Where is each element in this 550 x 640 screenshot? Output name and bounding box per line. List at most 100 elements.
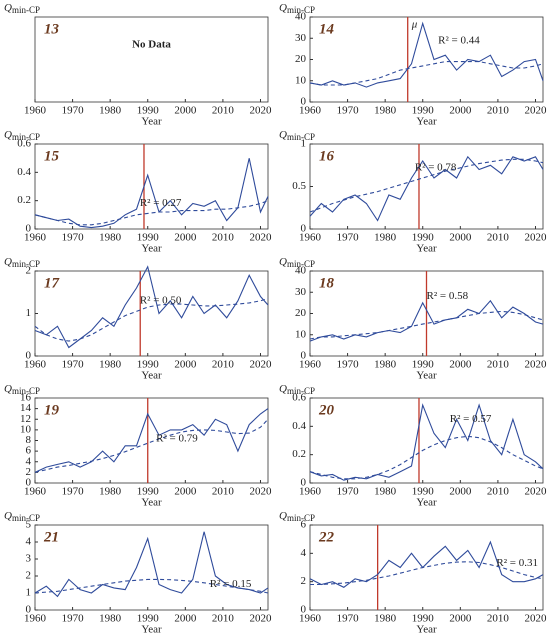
x-axis-label: Year xyxy=(416,370,437,382)
x-tick-label: 2000 xyxy=(174,359,197,371)
y-tick-label: 5 xyxy=(26,519,32,531)
x-tick-label: 1980 xyxy=(374,105,397,117)
x-tick-label: 1970 xyxy=(337,105,360,117)
x-tick-label: 2000 xyxy=(449,486,472,498)
x-tick-label: 1990 xyxy=(412,359,435,371)
data-line xyxy=(309,155,544,222)
x-tick-label: 2010 xyxy=(487,105,510,117)
plot-frame xyxy=(309,143,544,230)
panel-label: 14 xyxy=(319,21,335,37)
y-tick-label: 2 xyxy=(301,575,307,587)
x-tick-label: 2020 xyxy=(524,486,547,498)
data-line xyxy=(309,403,544,481)
x-tick-label: 1990 xyxy=(137,486,160,498)
y-tick-label: 2 xyxy=(26,265,32,277)
y-tick-label: 30 xyxy=(295,286,307,298)
r2-label: R² = 0.15 xyxy=(210,578,252,590)
y-tick-label: 0 xyxy=(301,223,307,235)
data-line xyxy=(34,531,269,598)
x-tick-label: 1960 xyxy=(299,613,322,625)
y-tick-label: 16 xyxy=(20,392,32,404)
x-tick-label: 2010 xyxy=(487,232,510,244)
r2-label: R² = 0.57 xyxy=(450,413,492,425)
plot-frame xyxy=(34,524,269,611)
x-tick-label: 1980 xyxy=(99,486,122,498)
panel-label: 21 xyxy=(43,529,59,545)
x-tick-label: 1970 xyxy=(337,486,360,498)
plot-frame xyxy=(309,16,544,103)
r2-label: R² = 0.79 xyxy=(156,432,198,444)
y-tick-label: 8 xyxy=(26,434,32,446)
y-tick-label: 12 xyxy=(20,413,31,425)
r2-label: R² = 0.50 xyxy=(140,294,182,306)
x-axis-label: Year xyxy=(141,624,162,635)
y-axis-label-main: Q xyxy=(4,129,12,141)
x-tick-label: 2020 xyxy=(524,232,547,244)
y-tick-label: 2 xyxy=(26,466,32,478)
x-tick-label: 1980 xyxy=(99,359,122,371)
x-tick-label: 2000 xyxy=(174,486,197,498)
y-tick-label: 20 xyxy=(295,53,307,65)
x-tick-label: 2020 xyxy=(524,613,547,625)
x-tick-label: 1990 xyxy=(412,613,435,625)
x-tick-label: 2010 xyxy=(212,486,235,498)
y-tick-label: 0.4 xyxy=(17,166,31,178)
data-line xyxy=(34,265,269,349)
x-axis-label: Year xyxy=(416,497,437,509)
data-line xyxy=(309,540,544,588)
y-axis-label-sub: min-CP xyxy=(12,386,40,396)
y-tick-label: 40 xyxy=(295,11,307,23)
x-tick-label: 2020 xyxy=(249,359,272,371)
x-tick-label: 1980 xyxy=(374,232,397,244)
y-axis-label-sub: min-CP xyxy=(12,5,40,15)
x-axis-label: Year xyxy=(141,116,162,128)
x-tick-label: 2000 xyxy=(449,613,472,625)
data-line xyxy=(34,158,269,229)
annotation: No Data xyxy=(132,39,171,51)
r2-label: R² = 0.27 xyxy=(140,197,182,209)
y-axis-label-main: Q xyxy=(4,510,12,522)
x-tick-label: 2010 xyxy=(487,359,510,371)
x-tick-label: 2000 xyxy=(174,232,197,244)
x-tick-label: 2010 xyxy=(212,105,235,117)
x-tick-label: 1990 xyxy=(412,105,435,117)
x-axis-label: Year xyxy=(416,116,437,128)
y-axis-label: Qmin-CP xyxy=(4,256,40,270)
y-axis-label: Qmin-CP xyxy=(279,256,315,270)
y-axis-label: Qmin-CP xyxy=(4,129,40,143)
y-tick-label: 0 xyxy=(26,350,32,362)
x-tick-label: 2020 xyxy=(249,486,272,498)
y-axis-label: Qmin-CP xyxy=(279,2,315,16)
y-tick-label: 10 xyxy=(295,328,307,340)
y-tick-label: 6 xyxy=(301,519,307,531)
y-axis-label: Qmin-CP xyxy=(279,510,315,524)
x-tick-label: 1970 xyxy=(337,359,360,371)
y-tick-label: 10 xyxy=(295,74,307,86)
x-tick-label: 2020 xyxy=(249,105,272,117)
x-tick-label: 1970 xyxy=(62,486,85,498)
x-tick-label: 1960 xyxy=(299,232,322,244)
trend-line xyxy=(34,578,269,594)
x-tick-label: 1980 xyxy=(374,486,397,498)
y-axis-label: Qmin-CP xyxy=(4,510,40,524)
y-axis-label: Qmin-CP xyxy=(279,383,315,397)
y-axis-label-sub: min-CP xyxy=(12,513,40,523)
y-tick-label: 1 xyxy=(301,138,307,150)
x-tick-label: 1960 xyxy=(24,105,47,117)
x-tick-label: 1970 xyxy=(62,613,85,625)
x-tick-label: 1990 xyxy=(412,486,435,498)
x-tick-label: 1960 xyxy=(299,486,322,498)
y-tick-label: 0.2 xyxy=(17,194,31,206)
y-axis-label-sub: min-CP xyxy=(12,259,40,269)
x-tick-label: 1970 xyxy=(62,359,85,371)
r2-label: R² = 0.78 xyxy=(415,161,457,173)
y-axis-label-main: Q xyxy=(279,383,287,395)
x-tick-label: 2000 xyxy=(174,105,197,117)
y-axis-label-main: Q xyxy=(279,2,287,14)
trend-line xyxy=(309,310,544,340)
y-axis-label-sub: min-CP xyxy=(287,259,315,269)
y-axis-label: Qmin-CP xyxy=(279,129,315,143)
y-tick-label: 14 xyxy=(20,402,32,414)
